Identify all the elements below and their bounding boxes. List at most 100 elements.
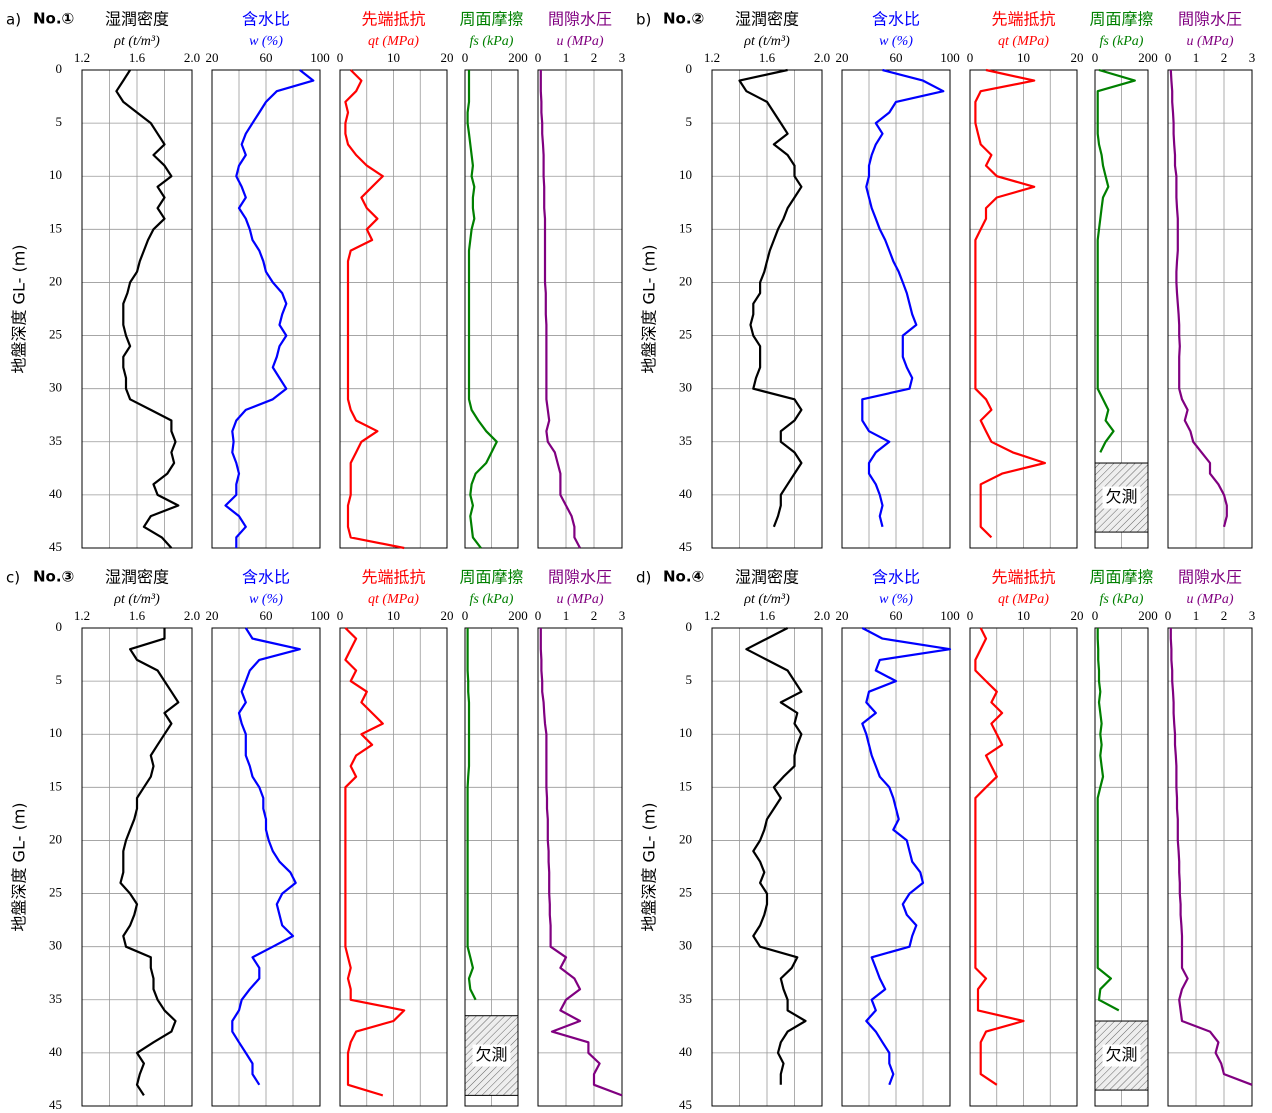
series-unit: ρt (t/m³) bbox=[113, 34, 160, 49]
x-tick-label: 60 bbox=[260, 50, 273, 65]
x-tick-label: 1.6 bbox=[129, 50, 146, 65]
y-tick-label: 25 bbox=[679, 327, 692, 342]
profile-line bbox=[466, 70, 498, 549]
series-name: 先端抵抗 bbox=[361, 10, 425, 29]
y-tick-label: 15 bbox=[679, 778, 692, 793]
y-tick-label: 40 bbox=[49, 1044, 62, 1059]
y-tick-label: 35 bbox=[679, 991, 692, 1006]
y-tick-label: 10 bbox=[49, 167, 62, 182]
profile-line bbox=[1096, 68, 1136, 453]
y-tick-label: 15 bbox=[49, 220, 62, 235]
y-tick-label: 30 bbox=[49, 938, 62, 953]
plot-frame bbox=[1167, 627, 1253, 1107]
x-tick-label: 20 bbox=[206, 50, 219, 65]
x-tick-label: 0 bbox=[1092, 50, 1099, 65]
x-tick-label: 1.2 bbox=[74, 50, 90, 65]
plot-frame bbox=[464, 627, 519, 1107]
profile-line bbox=[115, 69, 180, 549]
x-tick-label: 0 bbox=[535, 608, 542, 623]
x-tick-label: 20 bbox=[836, 608, 849, 623]
y-tick-label: 35 bbox=[49, 433, 62, 448]
y-tick-label: 30 bbox=[49, 380, 62, 395]
plot-frame bbox=[711, 69, 823, 549]
series-unit: u (MPa) bbox=[556, 592, 603, 607]
x-tick-label: 100 bbox=[940, 608, 960, 623]
series-name: 湿潤密度 bbox=[105, 568, 169, 587]
y-tick-label: 45 bbox=[49, 1097, 62, 1112]
series-unit: ρt (t/m³) bbox=[743, 592, 790, 607]
x-tick-label: 2.0 bbox=[184, 608, 200, 623]
profile-line bbox=[861, 627, 952, 1086]
x-tick-label: 0 bbox=[462, 608, 469, 623]
plot-frame bbox=[841, 69, 951, 549]
panel-title: No.③ bbox=[33, 568, 74, 586]
y-tick-label: 5 bbox=[686, 672, 693, 687]
x-tick-label: 100 bbox=[310, 608, 330, 623]
panel-label: c) bbox=[6, 569, 20, 587]
plot-frame bbox=[211, 69, 321, 549]
y-tick-label: 30 bbox=[679, 380, 692, 395]
x-tick-label: 2.0 bbox=[814, 50, 830, 65]
panel-title: No.② bbox=[663, 10, 704, 28]
y-tick-label: 20 bbox=[679, 831, 692, 846]
profile-line bbox=[344, 627, 406, 1097]
profile-line bbox=[1096, 628, 1120, 1012]
x-tick-label: 20 bbox=[441, 608, 454, 623]
x-tick-label: 60 bbox=[260, 608, 273, 623]
x-tick-label: 1.6 bbox=[759, 608, 776, 623]
series-name: 周面摩擦 bbox=[1089, 568, 1153, 587]
profile-line bbox=[974, 627, 1025, 1086]
missing-label: 欠測 bbox=[1105, 487, 1137, 506]
x-tick-label: 0 bbox=[1165, 608, 1172, 623]
profile-line bbox=[745, 627, 807, 1085]
x-tick-label: 10 bbox=[387, 50, 400, 65]
x-tick-label: 100 bbox=[310, 50, 330, 65]
series-name: 湿潤密度 bbox=[105, 10, 169, 29]
x-tick-label: 0 bbox=[462, 50, 469, 65]
y-axis-label: 地盤深度 GL- (m) bbox=[10, 802, 29, 931]
profile-line bbox=[539, 70, 581, 549]
y-tick-label: 0 bbox=[56, 619, 63, 634]
series-unit: u (MPa) bbox=[1186, 592, 1233, 607]
y-tick-label: 45 bbox=[49, 539, 62, 554]
series-name: 周面摩擦 bbox=[459, 10, 523, 29]
missing-label: 欠測 bbox=[475, 1045, 507, 1064]
plot-frame bbox=[339, 627, 448, 1107]
x-tick-label: 0 bbox=[337, 50, 344, 65]
x-tick-label: 2 bbox=[1221, 50, 1228, 65]
plot-frame bbox=[537, 627, 623, 1107]
y-tick-label: 5 bbox=[56, 672, 63, 687]
y-tick-label: 25 bbox=[679, 885, 692, 900]
profile-line bbox=[344, 69, 405, 550]
plot-frame bbox=[81, 627, 193, 1107]
series-name: 間隙水圧 bbox=[1178, 568, 1242, 587]
x-tick-label: 10 bbox=[387, 608, 400, 623]
y-tick-label: 40 bbox=[49, 486, 62, 501]
y-tick-label: 20 bbox=[679, 273, 692, 288]
y-tick-label: 20 bbox=[49, 831, 62, 846]
plot-frame bbox=[211, 627, 321, 1107]
profile-line bbox=[1169, 628, 1253, 1086]
series-unit: ρt (t/m³) bbox=[113, 592, 160, 607]
series-unit: qt (MPa) bbox=[998, 34, 1049, 49]
series-unit: qt (MPa) bbox=[998, 592, 1049, 607]
series-unit: w (%) bbox=[879, 34, 913, 49]
series-name: 先端抵抗 bbox=[991, 568, 1055, 587]
series-name: 間隙水圧 bbox=[548, 568, 612, 587]
panel-title: No.④ bbox=[663, 568, 704, 586]
x-tick-label: 200 bbox=[508, 50, 528, 65]
series-name: 湿潤密度 bbox=[735, 10, 799, 29]
x-tick-label: 1 bbox=[563, 50, 570, 65]
x-tick-label: 20 bbox=[836, 50, 849, 65]
y-tick-label: 30 bbox=[679, 938, 692, 953]
y-axis-label: 地盤深度 GL- (m) bbox=[640, 802, 659, 931]
missing-label-bg bbox=[472, 1044, 511, 1067]
y-tick-label: 5 bbox=[686, 114, 693, 129]
series-name: 含水比 bbox=[242, 10, 290, 29]
plot-frame bbox=[711, 627, 823, 1107]
x-tick-label: 0 bbox=[967, 50, 974, 65]
x-tick-label: 1.2 bbox=[704, 608, 720, 623]
x-tick-label: 1 bbox=[1193, 50, 1200, 65]
y-tick-label: 15 bbox=[49, 778, 62, 793]
profile-line bbox=[119, 628, 180, 1097]
